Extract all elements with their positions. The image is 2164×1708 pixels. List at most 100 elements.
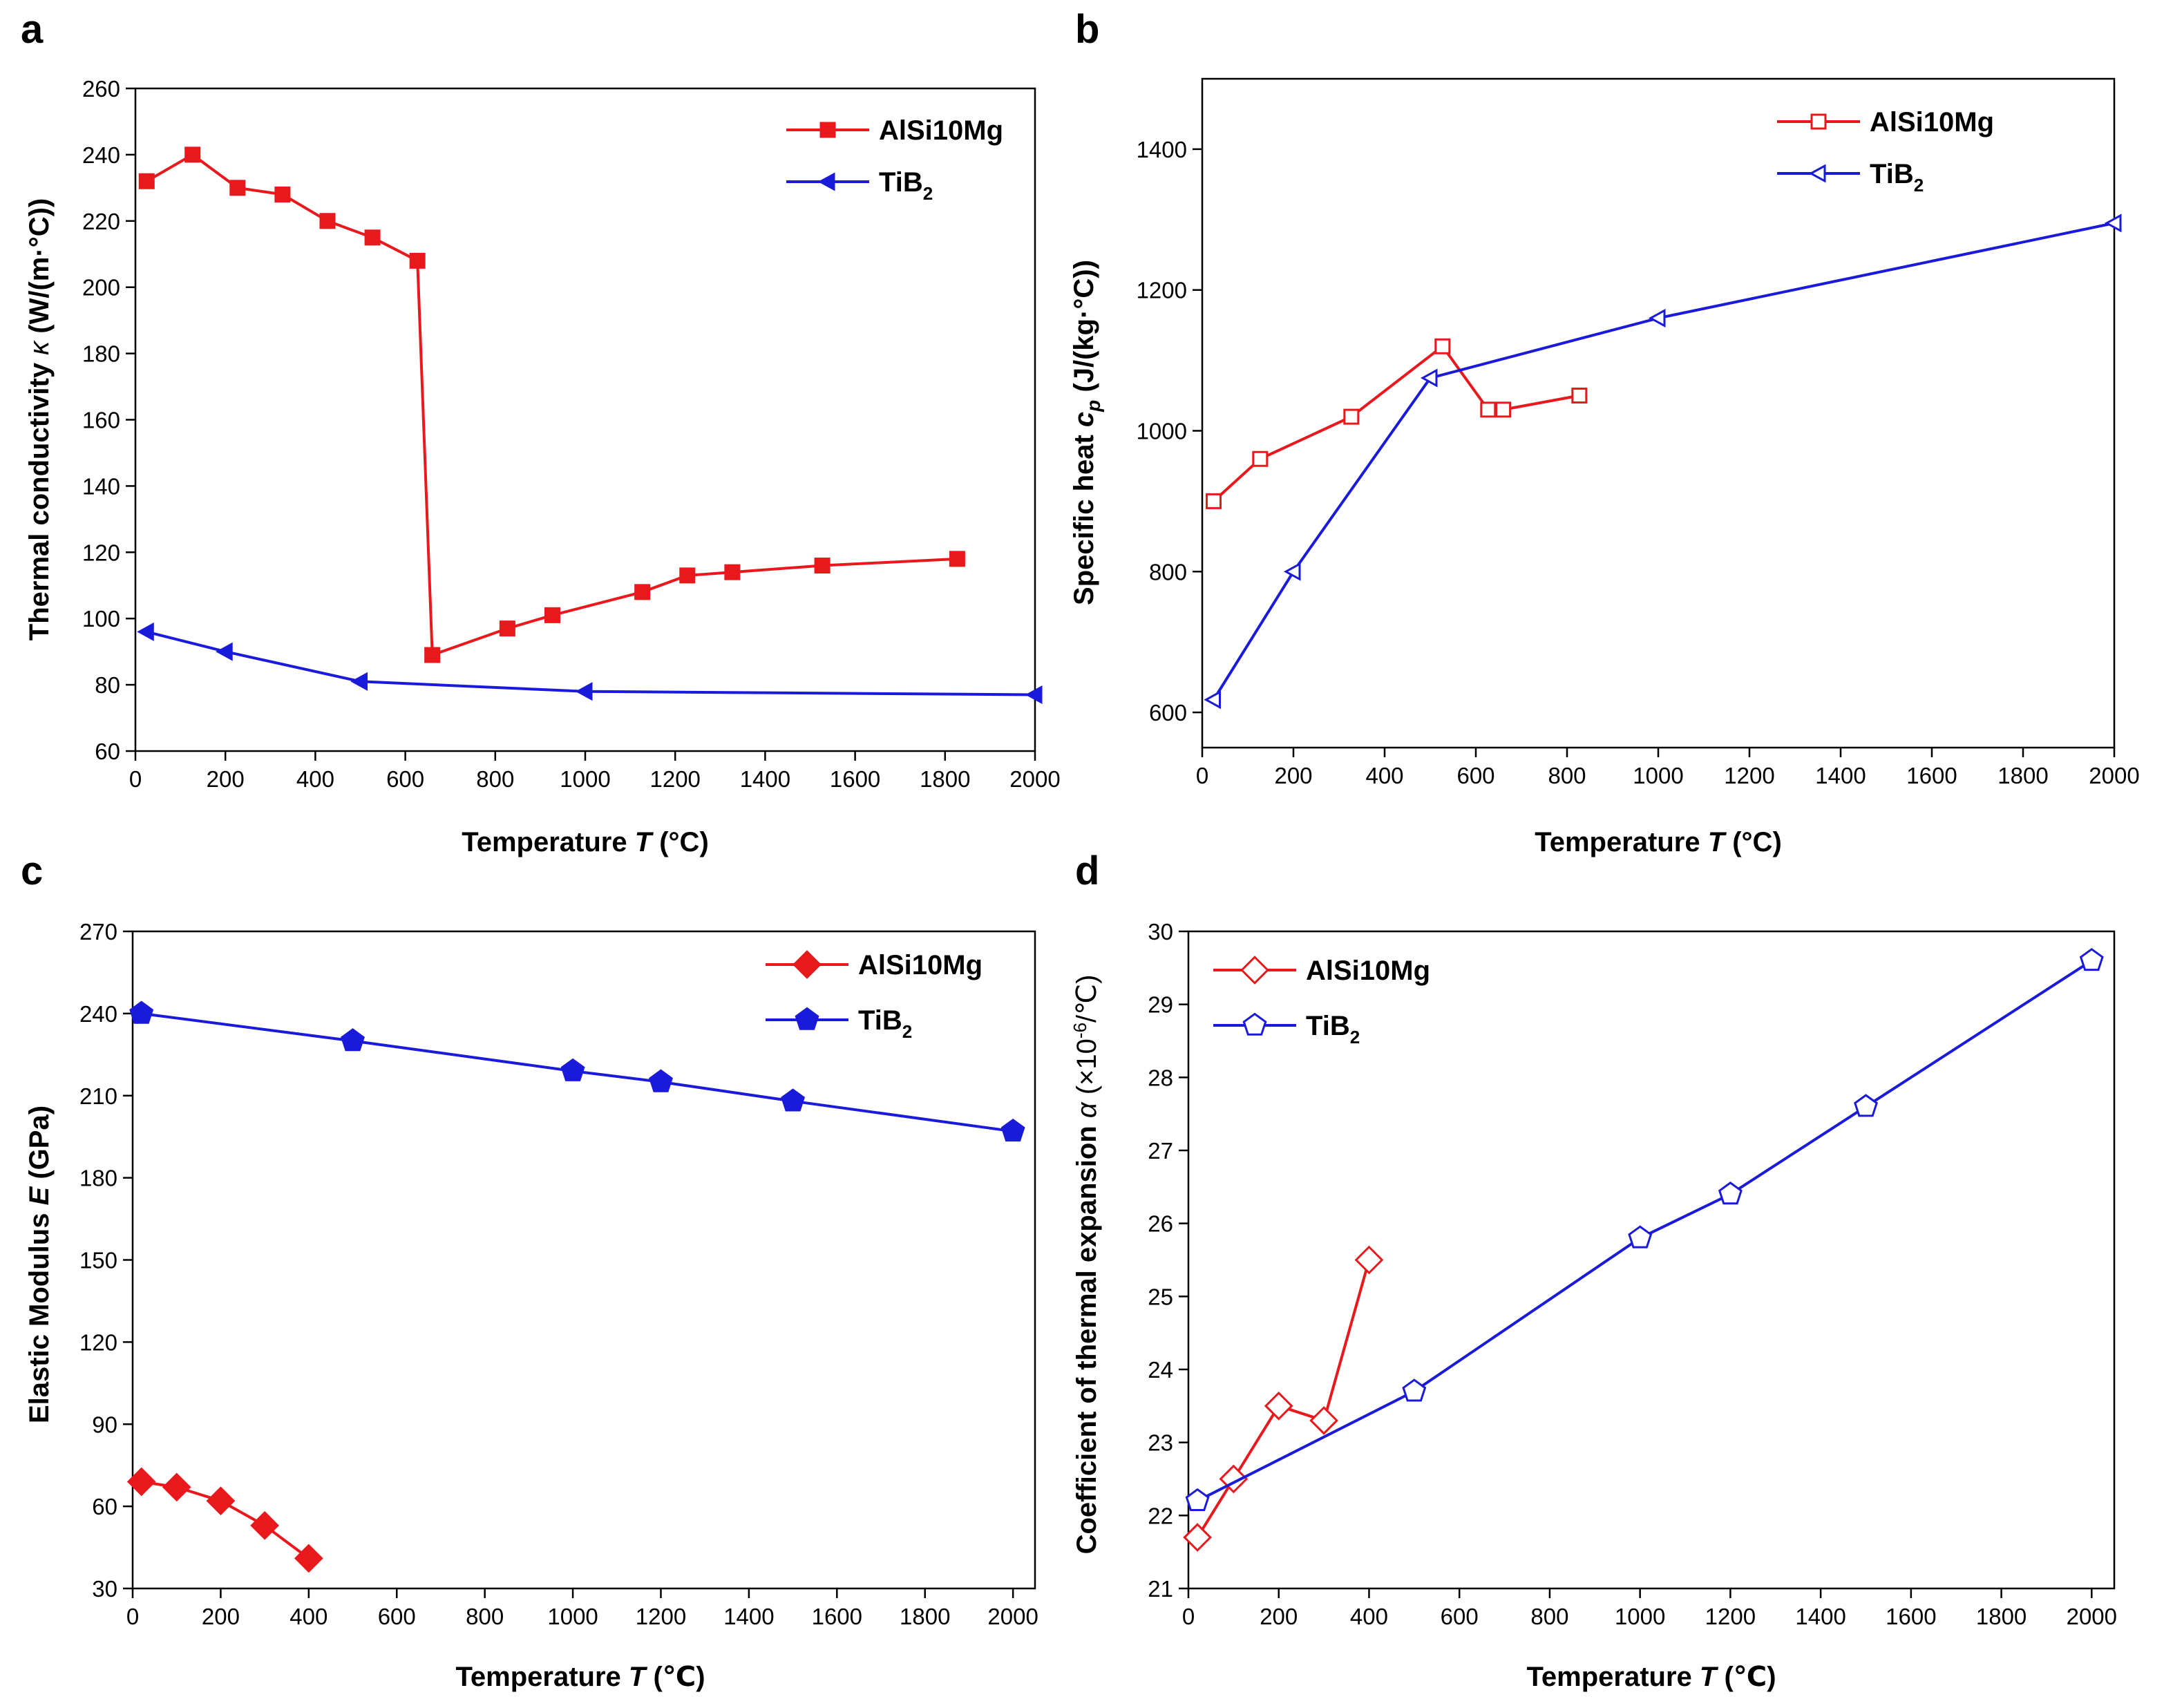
series-a <box>137 146 1043 705</box>
legend-label-text: AlSi10Mg <box>1306 956 1430 986</box>
x-axis-label-a: Temperature T (°C) <box>462 827 709 857</box>
y-tick-label: 21 <box>1148 1576 1173 1602</box>
legend-label-text: AlSi10Mg <box>879 115 1003 146</box>
data-point-alsi10mg <box>138 173 155 189</box>
data-point-alsi10mg <box>294 1544 323 1573</box>
panel-letter-a: a <box>21 7 44 52</box>
x-tick-label: 0 <box>1182 1604 1195 1629</box>
x-tick-label: 400 <box>290 1604 328 1629</box>
y-tick-label: 120 <box>82 540 120 565</box>
data-point-tib2 <box>1025 685 1043 705</box>
data-point-tib2 <box>129 1000 154 1024</box>
y-tick-label: 120 <box>79 1329 117 1355</box>
legend-label-text: TiB <box>858 1005 902 1036</box>
legend-marker <box>1242 1012 1267 1036</box>
x-tick-label: 600 <box>386 766 424 792</box>
legend-label-text: TiB <box>1306 1011 1350 1041</box>
x-tick-label: 0 <box>126 1604 139 1629</box>
legend-label: AlSi10Mg <box>879 115 1003 146</box>
x-tick-label: 0 <box>129 766 142 792</box>
legend-label: AlSi10Mg <box>858 950 983 980</box>
y-tick-label: 180 <box>79 1166 117 1191</box>
data-point-tib2 <box>649 1069 673 1092</box>
y-tick-label: 240 <box>79 1001 117 1027</box>
legend-label: AlSi10Mg <box>1306 956 1430 986</box>
x-tick-label: 1600 <box>830 766 880 792</box>
ticks-a: 0 200 400 600 800 1000 1200 1400 1600 1800 2000 60 8… <box>82 76 1061 792</box>
x-tick-label: 200 <box>207 766 245 792</box>
legend-label-subscript: 2 <box>1350 1027 1360 1047</box>
data-point-alsi10mg <box>1252 450 1269 467</box>
legend-marker <box>1240 956 1269 985</box>
x-tick-label: 400 <box>296 766 334 792</box>
x-tick-label: 1600 <box>1886 1604 1936 1629</box>
y-tick-label: 180 <box>82 341 120 367</box>
series-d <box>1183 947 2104 1552</box>
data-point-alsi10mg <box>1264 1391 1293 1421</box>
data-point-alsi10mg <box>424 647 441 663</box>
legend-d: AlSi10Mg TiB2 <box>1213 956 1430 1047</box>
x-axis-label-c: Temperature T (℃) <box>455 1662 705 1692</box>
y-tick-label: 23 <box>1148 1430 1173 1456</box>
y-axis-label-a: Thermal conductivity κ (W/(m·°C)) <box>24 198 55 640</box>
y-tick-label: 22 <box>1148 1503 1173 1528</box>
data-point-alsi10mg <box>1354 1245 1384 1275</box>
legend-label-text: AlSi10Mg <box>1870 107 1994 137</box>
data-point-alsi10mg <box>364 229 381 246</box>
data-point-alsi10mg <box>1309 1406 1338 1435</box>
legend-label-subscript: 2 <box>1914 175 1924 196</box>
ticks-b: 0 200 400 600 800 1000 1200 1400 1600 1800 2000 600… <box>1137 137 2140 788</box>
x-tick-label: 1200 <box>636 1604 686 1629</box>
data-point-tib2 <box>560 1058 585 1081</box>
legend-marker <box>819 122 836 138</box>
x-tick-label: 200 <box>1260 1604 1298 1629</box>
x-tick-label: 1200 <box>1724 763 1774 788</box>
data-point-tib2 <box>1185 1488 1210 1511</box>
x-tick-label: 1800 <box>920 766 970 792</box>
x-tick-label: 400 <box>1365 763 1403 788</box>
data-point-tib2 <box>216 642 233 661</box>
series-line-tib2 <box>1212 221 2115 701</box>
panel-b: b 0 200 400 600 800 1000 1200 1400 1600 1800 2000 6… <box>1069 7 2140 857</box>
x-tick-label: 2000 <box>987 1604 1038 1629</box>
y-tick-label: 90 <box>92 1412 117 1437</box>
data-point-alsi10mg <box>1480 401 1497 418</box>
x-tick-label: 1000 <box>547 1604 598 1629</box>
y-tick-label: 1000 <box>1137 418 1187 444</box>
series-b <box>1204 213 2122 710</box>
data-point-alsi10mg <box>814 557 831 573</box>
data-point-alsi10mg <box>162 1472 191 1502</box>
x-tick-label: 800 <box>1530 1604 1568 1629</box>
x-tick-label: 1600 <box>812 1604 862 1629</box>
y-tick-label: 80 <box>95 672 120 698</box>
plot-area-d-frame <box>1187 930 2116 1590</box>
x-tick-label: 1400 <box>740 766 790 792</box>
x-tick-label: 1000 <box>1615 1604 1665 1629</box>
x-tick-label: 1200 <box>649 766 700 792</box>
y-tick-label: 1400 <box>1137 137 1187 162</box>
legend-marker <box>817 172 835 191</box>
y-tick-label: 240 <box>82 142 120 168</box>
data-point-tib2 <box>1204 690 1221 710</box>
data-point-tib2 <box>1283 562 1301 581</box>
data-point-alsi10mg <box>229 180 246 196</box>
x-tick-label: 600 <box>1456 763 1494 788</box>
y-tick-label: 25 <box>1148 1284 1173 1309</box>
legend-label: AlSi10Mg <box>1870 107 1994 137</box>
series-line-tib2 <box>141 1012 1014 1133</box>
y-tick-label: 100 <box>82 606 120 632</box>
legend-label-subscript: 2 <box>923 183 933 204</box>
plot-area-b <box>1201 77 2116 749</box>
panel-letter-c: c <box>21 848 43 893</box>
data-point-tib2 <box>1628 1225 1653 1249</box>
x-tick-label: 1400 <box>1795 1604 1845 1629</box>
x-tick-label: 600 <box>378 1604 416 1629</box>
panel-letter-b: b <box>1075 7 1099 52</box>
x-axis-label-b: Temperature T (°C) <box>1535 827 1782 857</box>
panel-c: c 0 200 400 600 800 1000 1200 1400 1600 1800 2000 3… <box>21 848 1038 1692</box>
data-point-tib2 <box>2104 213 2122 233</box>
data-point-alsi10mg <box>250 1510 279 1540</box>
legend-marker <box>792 950 822 979</box>
data-point-alsi10mg <box>544 607 560 623</box>
data-point-tib2 <box>341 1028 365 1052</box>
